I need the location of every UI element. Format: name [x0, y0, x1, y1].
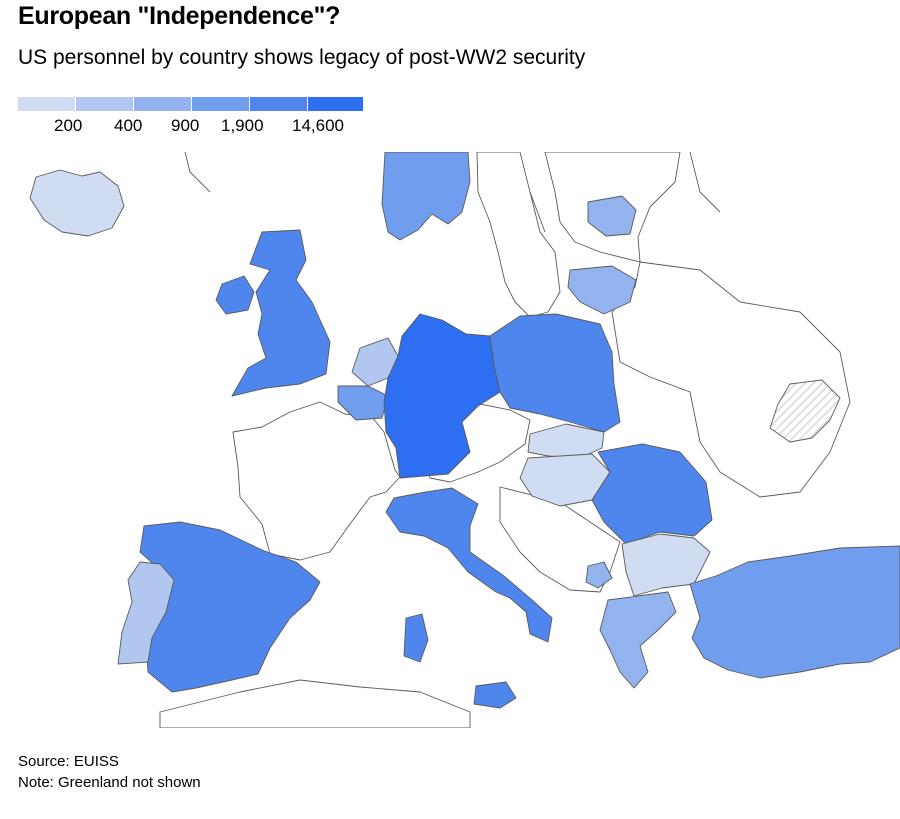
country-iceland [29, 169, 125, 237]
chart-subtitle: US personnel by country shows legacy of … [18, 46, 586, 69]
country-italy-sardinia [403, 613, 429, 663]
country-norway [381, 152, 471, 241]
legend-label: 400 [114, 116, 143, 135]
country-italy [385, 487, 553, 643]
country-lithuania [567, 265, 637, 315]
legend-swatch [134, 97, 191, 111]
country-germany [383, 313, 501, 479]
legend-swatch [250, 97, 307, 111]
country-united-kingdom [231, 229, 331, 397]
color-legend: 200 400 900 1,900 14,600 [18, 97, 363, 141]
country-kosovo [585, 561, 613, 589]
chart-title: European "Independence"? [18, 2, 341, 30]
no-data-land [159, 679, 471, 728]
no-data-land [232, 401, 401, 561]
legend-label: 1,900 [221, 116, 264, 135]
footnote: Note: Greenland not shown [18, 774, 201, 791]
country-turkey [689, 545, 900, 679]
legend-label: 14,600 [292, 116, 344, 135]
legend-swatch [76, 97, 133, 111]
legend-label: 900 [171, 116, 200, 135]
source-note: Source: EUISS [18, 753, 119, 770]
country-belgium [337, 385, 389, 421]
europe-map [29, 152, 900, 728]
no-data-land [476, 152, 561, 318]
hatched-region-crimea [769, 379, 841, 443]
country-greece [599, 591, 677, 689]
country-ireland [215, 275, 255, 315]
country-romania [591, 443, 713, 545]
country-italy-sicily [473, 681, 517, 709]
country-poland [489, 313, 621, 433]
legend-swatch [192, 97, 249, 111]
country-slovakia [527, 423, 605, 459]
legend-label: 200 [54, 116, 83, 135]
country-estonia [587, 195, 637, 237]
legend-swatch [18, 97, 75, 111]
coastline [184, 152, 721, 233]
country-portugal [117, 561, 175, 665]
legend-swatch [308, 97, 363, 111]
